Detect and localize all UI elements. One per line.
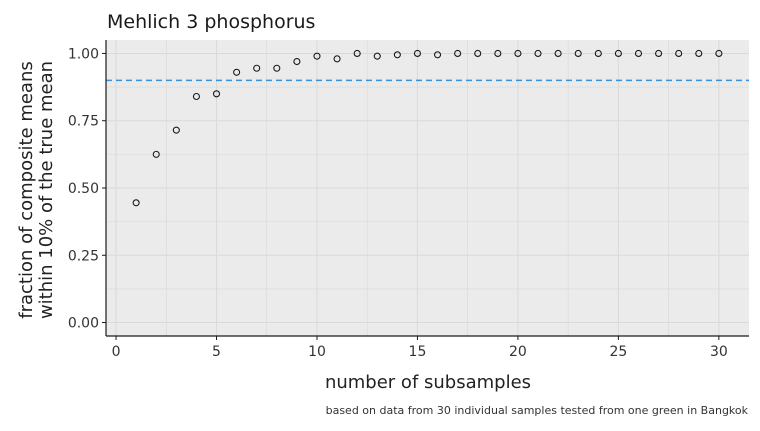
data-point	[132, 199, 140, 207]
x-tick-label: 5	[212, 344, 221, 360]
data-point	[554, 49, 562, 58]
data-point	[574, 49, 582, 58]
data-point	[715, 49, 723, 58]
data-point	[534, 49, 542, 58]
data-point	[233, 68, 241, 76]
chart-caption: based on data from 30 individual samples…	[326, 404, 749, 417]
data-point	[313, 52, 321, 60]
chart-title: Mehlich 3 phosphorus	[107, 11, 315, 33]
data-point	[433, 51, 442, 59]
x-axis-label: number of subsamples	[325, 372, 531, 393]
data-point	[333, 55, 341, 63]
data-point	[634, 49, 643, 58]
y-axis-label-line-1: fraction of composite means	[16, 61, 37, 318]
x-tick-label: 20	[509, 344, 527, 360]
data-point	[192, 92, 200, 101]
data-point	[655, 49, 663, 58]
y-tick-label: 0.50	[68, 181, 99, 197]
data-point	[494, 49, 502, 58]
x-tick-label: 0	[112, 344, 121, 360]
data-point	[273, 64, 281, 72]
y-ticks: 0.00 0.25 0.50 0.75 1.00	[68, 46, 106, 332]
data-point	[172, 126, 180, 134]
grid-lines	[106, 40, 749, 336]
data-point	[373, 52, 381, 60]
x-tick-label: 15	[409, 344, 427, 360]
y-tick-label: 0.75	[68, 114, 99, 130]
data-point	[514, 49, 522, 58]
data-point	[253, 64, 261, 72]
data-point	[675, 49, 683, 58]
x-ticks: 0 5 10 15 20 25 30	[112, 336, 728, 360]
data-point	[393, 51, 401, 59]
data-point	[353, 49, 361, 58]
data-point	[474, 49, 482, 58]
data-point	[454, 49, 462, 58]
y-axis-label-group: fraction of composite means within 10% o…	[16, 61, 57, 319]
data-point	[152, 150, 160, 158]
y-tick-label: 0.25	[68, 248, 99, 264]
data-point	[695, 49, 703, 58]
x-tick-label: 30	[710, 344, 728, 360]
x-tick-label: 25	[609, 344, 627, 360]
data-point	[212, 90, 221, 98]
data-point	[293, 57, 301, 66]
x-tick-label: 10	[308, 344, 326, 360]
data-point	[413, 49, 422, 58]
y-tick-label: 0.00	[68, 316, 99, 332]
data-points	[132, 49, 723, 207]
data-point	[594, 49, 602, 58]
y-axis-label-line-2: within 10% of the true mean	[36, 61, 57, 319]
y-tick-label: 1.00	[68, 46, 99, 62]
data-point	[614, 49, 622, 58]
